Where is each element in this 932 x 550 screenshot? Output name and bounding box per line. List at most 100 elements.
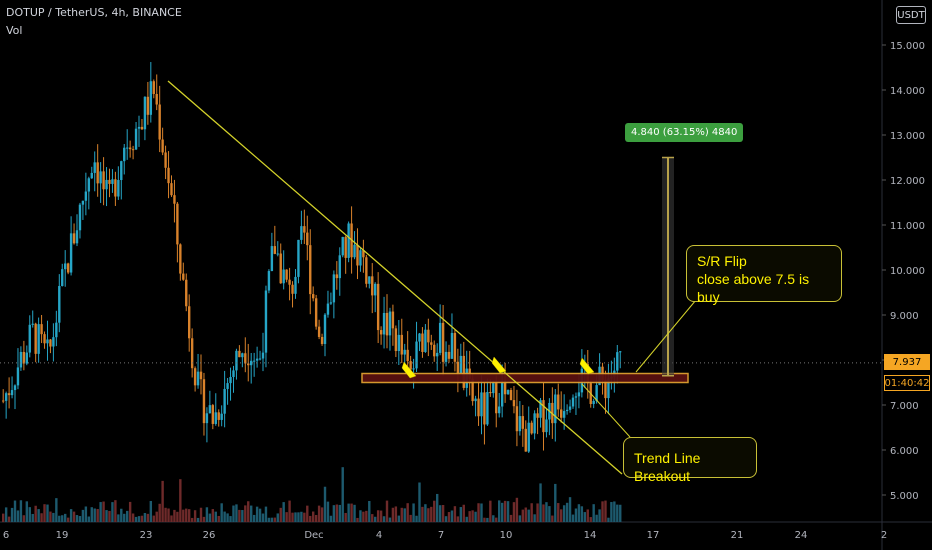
candle-body [545, 419, 548, 433]
volume-bar [16, 510, 20, 522]
candle-body [279, 253, 282, 284]
candle-body [264, 290, 268, 353]
candle-body [436, 352, 439, 357]
candle-body [176, 203, 179, 245]
candle-body [123, 147, 126, 162]
price-tick-label: 6.000 [890, 446, 919, 457]
volume-bar [483, 517, 486, 522]
volume-bar [403, 508, 406, 522]
volume-bar [146, 513, 150, 522]
volume-bar [270, 517, 274, 522]
volume-bar [317, 505, 321, 522]
candle-body [412, 368, 415, 370]
flip-arrow-marker [491, 356, 507, 374]
volume-bar [314, 514, 318, 522]
candle-body [193, 368, 197, 386]
volume-bar [344, 512, 347, 522]
candle-body [314, 298, 318, 327]
candle-body [359, 250, 362, 266]
volume-bar [217, 515, 220, 522]
candle-body [167, 167, 170, 184]
price-tick-label: 10.000 [890, 266, 925, 277]
volume-bar [583, 512, 587, 522]
candle-body [152, 81, 155, 94]
volume-bar [273, 517, 277, 522]
candle-body [2, 400, 5, 402]
candle-body [117, 180, 120, 197]
volume-bar [303, 512, 306, 522]
price-tick-label: 5.000 [890, 491, 919, 502]
volume-bar [152, 515, 155, 522]
candle-body [397, 334, 401, 352]
price-tick-label: 9.000 [890, 311, 919, 322]
volume-bar [424, 504, 427, 522]
candle-body [81, 200, 85, 205]
volume-bar [326, 501, 330, 522]
candle-body [409, 361, 412, 370]
candle-body [353, 244, 356, 258]
time-tick-label: 21 [731, 530, 744, 541]
candle-body [217, 412, 220, 420]
candle-body [220, 413, 223, 420]
candle-body [371, 276, 374, 296]
volume-bar [226, 513, 229, 522]
candle-body [527, 422, 530, 452]
candle-body [211, 405, 215, 424]
price-range-measure-label[interactable]: 4.840 (63.15%) 4840 [625, 123, 744, 142]
candle-body [391, 311, 395, 329]
volume-bar [61, 515, 64, 522]
volume-bar [406, 503, 409, 522]
volume-bar [105, 510, 108, 522]
candle-body [306, 232, 309, 246]
candle-body [459, 355, 463, 374]
candle-body [267, 271, 271, 291]
candle-body [131, 149, 135, 151]
candle-body [78, 204, 82, 231]
volume-bar [282, 502, 285, 522]
time-tick-label: 24 [795, 530, 808, 541]
volume-indicator-label[interactable]: Vol [6, 24, 23, 37]
volume-bar [524, 507, 527, 522]
volume-bar [471, 510, 474, 522]
candle-body [530, 422, 533, 434]
candle-body [518, 416, 522, 432]
volume-bar [102, 501, 105, 522]
candle-body [247, 363, 250, 366]
volume-bar [140, 515, 144, 522]
candle-body [185, 279, 188, 307]
trendline-breakout-callout[interactable]: Trend Line Breakout [623, 437, 757, 484]
candle-body [374, 283, 377, 296]
candle-body [542, 400, 545, 433]
volume-bar [185, 508, 188, 522]
candle-body [444, 351, 448, 362]
volume-bar [385, 500, 389, 522]
candle-body [421, 333, 424, 352]
candle-body [539, 400, 542, 418]
bar-countdown-tag: 01:40:42 [884, 375, 930, 391]
candle-body [376, 283, 380, 331]
volume-bar [211, 509, 215, 522]
volume-bar [391, 507, 395, 522]
volume-bar [128, 501, 132, 522]
volume-bar [205, 507, 209, 522]
sr-flip-callout[interactable]: S/R Flip close above 7.5 is buy [686, 245, 842, 305]
volume-bar [498, 500, 501, 522]
candle-body [252, 360, 256, 362]
candle-body [149, 81, 153, 115]
volume-bar [37, 509, 40, 522]
candle-body [562, 411, 566, 418]
volume-bar [619, 504, 622, 522]
candle-body [329, 302, 333, 304]
volume-bar [580, 506, 584, 522]
candle-body [536, 413, 539, 418]
volume-bar [554, 483, 557, 522]
time-tick-label: 7 [438, 530, 444, 541]
volume-bar [276, 513, 279, 522]
candle-body [164, 152, 167, 168]
candle-body [49, 339, 52, 347]
candle-body [235, 350, 238, 371]
volume-bar [323, 486, 327, 522]
volume-bar [176, 511, 179, 522]
volume-bar [604, 500, 607, 522]
currency-badge[interactable]: USDT [896, 6, 926, 24]
